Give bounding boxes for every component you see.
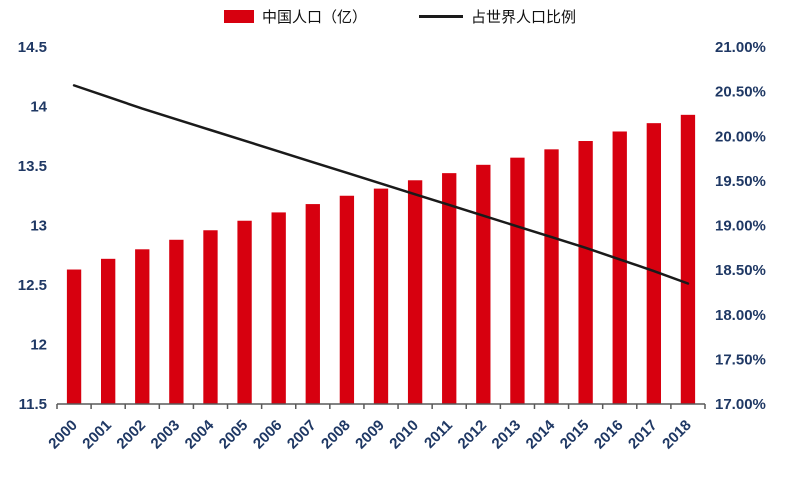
x-axis-label: 2002 <box>113 417 149 453</box>
bar-series-swatch-icon <box>223 10 254 23</box>
legend-item-population: 中国人口（亿） <box>223 6 367 27</box>
x-axis-label: 2017 <box>625 417 661 453</box>
x-axis-label: 2018 <box>659 417 695 453</box>
population-bar <box>237 220 252 404</box>
left-axis-label: 13.5 <box>18 158 47 175</box>
population-bar <box>612 131 627 405</box>
population-bar <box>578 141 593 404</box>
x-axis-label: 2001 <box>79 417 115 453</box>
x-axis-label: 2009 <box>352 417 388 453</box>
right-axis-label: 17.50% <box>715 351 766 368</box>
right-axis-label: 20.00% <box>715 128 766 145</box>
population-bar <box>100 258 116 404</box>
population-bar <box>305 204 320 404</box>
population-bar <box>510 157 525 404</box>
legend-label-population: 中国人口（亿） <box>261 9 367 26</box>
line-series-swatch-icon <box>419 15 463 18</box>
left-axis-label: 12.5 <box>18 277 47 294</box>
left-axis-label: 12 <box>30 337 47 354</box>
x-axis-label: 2010 <box>386 417 422 453</box>
population-bar <box>271 212 286 404</box>
x-axis-label: 2015 <box>557 417 593 453</box>
x-axis-label: 2011 <box>421 417 456 452</box>
left-axis-label: 11.5 <box>19 396 47 413</box>
population-bar <box>442 173 457 404</box>
population-bar <box>544 149 559 404</box>
x-axis-label: 2005 <box>216 417 252 453</box>
population-bar <box>339 195 355 404</box>
x-axis-label: 2008 <box>318 417 354 453</box>
population-bar <box>373 188 389 404</box>
population-bar <box>476 164 491 404</box>
x-axis-label: 2003 <box>148 417 184 453</box>
left-axis-label: 14.5 <box>18 39 47 56</box>
world-share-line <box>72 84 690 285</box>
x-axis-label: 2014 <box>523 416 559 452</box>
population-bar <box>646 123 662 404</box>
population-bar <box>203 230 218 404</box>
legend-item-world-share: 占世界人口比例 <box>419 6 576 27</box>
population-bar <box>135 249 150 404</box>
right-axis-label: 19.50% <box>715 173 766 190</box>
population-bar <box>66 269 82 404</box>
right-axis-label: 19.00% <box>715 218 766 235</box>
right-axis-label: 18.50% <box>715 262 766 279</box>
x-axis-label: 2004 <box>182 416 218 452</box>
left-axis-label: 14 <box>30 99 47 116</box>
x-axis-label: 2016 <box>591 417 627 453</box>
right-axis-label: 17.00% <box>715 396 766 413</box>
population-bar <box>169 239 184 404</box>
x-axis-label: 2000 <box>45 417 81 453</box>
population-bar <box>680 114 696 404</box>
x-axis-label: 2007 <box>284 417 320 453</box>
population-bar <box>407 180 423 404</box>
right-axis-label: 21.00% <box>715 39 766 56</box>
legend-label-world-share: 占世界人口比例 <box>471 9 577 26</box>
right-axis-label: 20.50% <box>715 84 766 101</box>
right-axis-label: 18.00% <box>715 307 766 324</box>
left-axis-label: 13 <box>30 218 47 235</box>
x-axis-label: 2006 <box>250 417 286 453</box>
x-axis-label: 2013 <box>489 417 525 453</box>
chart-legend: 中国人口（亿） 占世界人口比例 <box>0 6 800 27</box>
x-axis-label: 2012 <box>455 417 491 453</box>
